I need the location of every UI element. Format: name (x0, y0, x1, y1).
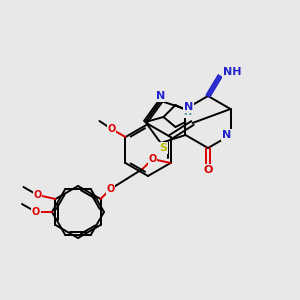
Text: O: O (148, 154, 157, 164)
Text: O: O (32, 207, 40, 217)
Text: O: O (107, 124, 116, 134)
Text: O: O (106, 184, 115, 194)
Text: N: N (184, 102, 193, 112)
Text: O: O (33, 190, 42, 200)
Text: S: S (159, 143, 167, 153)
Text: O: O (203, 165, 213, 175)
Text: NH: NH (223, 67, 241, 77)
Text: N: N (222, 130, 231, 140)
Text: N: N (156, 91, 165, 101)
Text: H: H (184, 107, 192, 117)
